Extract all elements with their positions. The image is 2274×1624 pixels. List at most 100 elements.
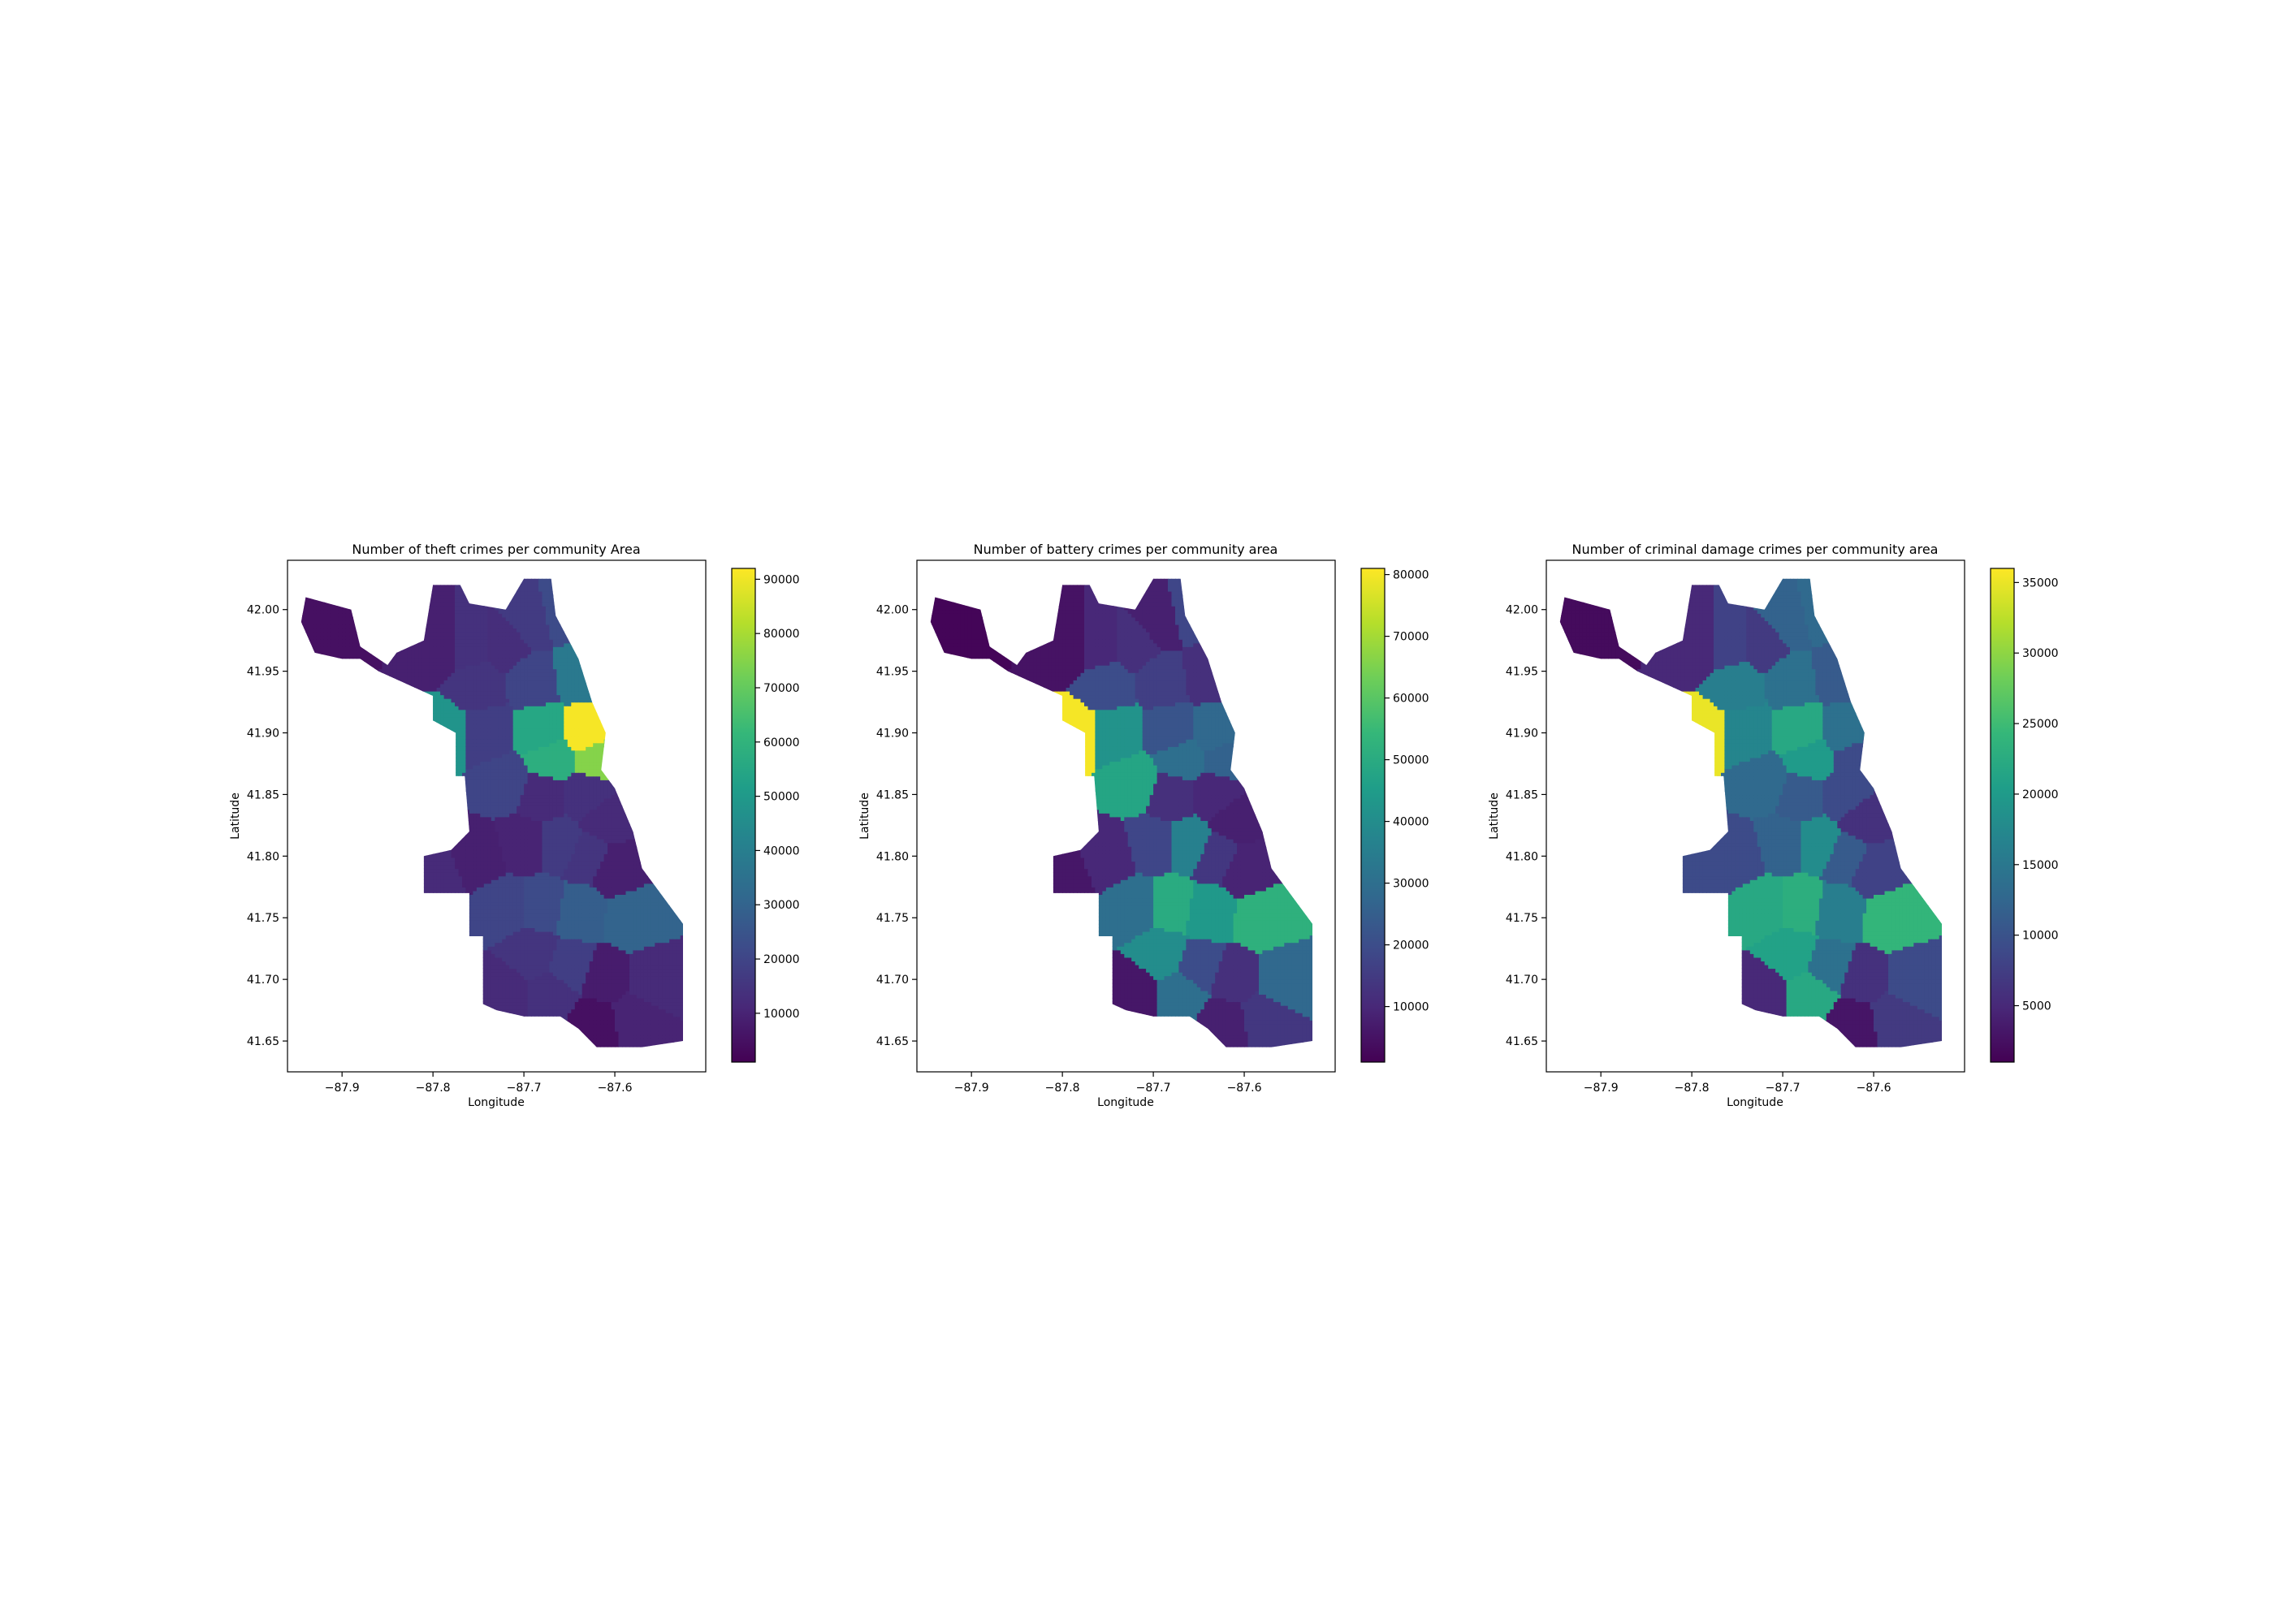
community-area-cell: [342, 620, 347, 625]
community-area-cell: [335, 628, 339, 633]
community-area-cell: [313, 650, 318, 654]
community-area-cell: [335, 613, 339, 618]
community-area-cell: [371, 661, 376, 666]
community-area-cell: [305, 598, 310, 603]
community-area-cell: [382, 661, 387, 666]
community-area-cell: [320, 650, 325, 654]
community-area-cell: [385, 665, 390, 670]
community-area-cell: [352, 646, 357, 651]
community-area-cell: [338, 628, 343, 633]
community-area-cell: [349, 635, 354, 640]
community-area-cell: [349, 620, 354, 625]
community-area-cell: [327, 602, 332, 607]
community-area-cell: [352, 628, 357, 633]
community-area-cell: [389, 665, 394, 670]
community-area-cell: [349, 609, 354, 614]
community-area-cell: [407, 646, 412, 651]
community-area-cell: [331, 613, 335, 618]
community-area-cell: [400, 676, 404, 680]
community-area-cell: [323, 624, 328, 629]
community-area-cell: [335, 616, 339, 621]
community-area-cell: [404, 657, 409, 663]
community-area-cell: [404, 661, 409, 666]
community-area-cell: [414, 646, 419, 651]
community-area-cell: [316, 609, 321, 614]
community-area-cell: [349, 613, 354, 618]
community-area-cell: [345, 642, 350, 647]
community-area-cell: [371, 657, 376, 663]
community-area-cell: [396, 650, 401, 654]
community-area-cell: [313, 602, 318, 607]
community-area-cell: [338, 606, 343, 611]
community-area-cell: [313, 632, 318, 637]
community-area-cell: [414, 661, 419, 666]
community-area-cell: [316, 635, 321, 640]
community-area-cell: [349, 654, 354, 659]
community-area-cell: [305, 628, 310, 633]
community-area-cell: [411, 676, 416, 680]
community-area-cell: [335, 632, 339, 637]
community-area-cell: [327, 642, 332, 647]
community-area-cell: [352, 639, 357, 644]
community-area-cell: [327, 635, 332, 640]
community-area-cell: [374, 665, 379, 670]
community-area-cell: [411, 683, 416, 688]
community-area-cell: [335, 624, 339, 629]
community-area-cell: [338, 613, 343, 618]
community-area-cell: [352, 635, 357, 640]
community-area-cell: [345, 620, 350, 625]
community-area-cell: [335, 654, 339, 659]
community-area-cell: [404, 650, 409, 654]
community-area-cell: [385, 668, 390, 673]
community-area-cell: [396, 676, 401, 680]
community-area-cell: [331, 646, 335, 651]
community-area-cell: [396, 657, 401, 663]
community-area-cell: [345, 628, 350, 633]
community-area-cell: [400, 665, 404, 670]
community-area-cell: [338, 624, 343, 629]
community-area-cell: [313, 642, 318, 647]
community-area-cell: [313, 598, 318, 603]
community-area-cell: [313, 613, 318, 618]
community-area-cell: [357, 646, 361, 651]
community-area-cell: [414, 680, 419, 685]
community-area-cell: [357, 654, 361, 659]
community-area-cell: [342, 613, 347, 618]
panel-title: Number of theft crimes per community Are…: [352, 542, 640, 557]
community-area-cell: [345, 650, 350, 654]
community-area-cell: [305, 609, 310, 614]
community-area-cell: [342, 616, 347, 621]
community-area-cell: [378, 661, 383, 666]
community-area-cell: [320, 635, 325, 640]
community-area-cell: [411, 668, 416, 673]
community-area-cell: [382, 665, 387, 670]
community-area-cell: [338, 646, 343, 651]
community-area-cell: [342, 624, 347, 629]
community-area-cell: [349, 646, 354, 651]
community-area-cell: [316, 632, 321, 637]
community-area-cell: [357, 650, 361, 654]
community-area-cell: [327, 646, 332, 651]
community-area-cell: [309, 616, 313, 621]
community-area-cell: [327, 620, 332, 625]
community-area-cell: [323, 639, 328, 644]
community-area-cell: [305, 602, 310, 607]
community-area-cell: [345, 654, 350, 659]
community-area-cell: [396, 665, 401, 670]
community-area-cell: [349, 639, 354, 644]
community-area-cell: [313, 635, 318, 640]
community-area-cell: [371, 654, 376, 659]
community-area-cell: [345, 624, 350, 629]
community-area-cell: [342, 639, 347, 644]
community-area-cell: [414, 654, 419, 659]
community-area-cell: [400, 680, 404, 685]
community-area-cell: [414, 642, 419, 647]
community-area-cell: [327, 624, 332, 629]
community-area-cell: [374, 657, 379, 663]
community-area-cell: [360, 646, 365, 651]
community-area-cell: [345, 609, 350, 614]
community-area-cell: [338, 632, 343, 637]
community-area-cell: [335, 650, 339, 654]
community-area-cell: [342, 606, 347, 611]
community-area-cell: [404, 646, 409, 651]
